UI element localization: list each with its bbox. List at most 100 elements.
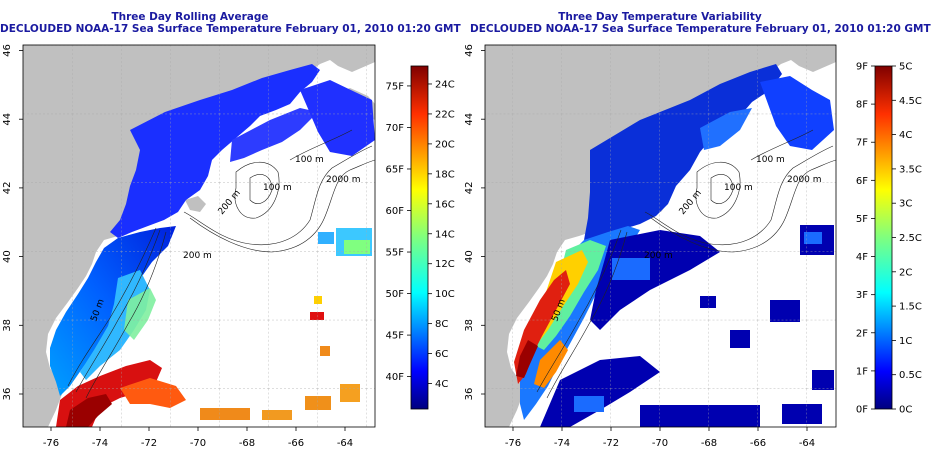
right-contour-label-200m-a: 200 m <box>644 251 673 261</box>
right_panel-cb-f-label: 2F <box>856 328 868 339</box>
right_panel-cb-f-label: 0F <box>856 405 868 416</box>
right-map-frame <box>484 44 837 428</box>
right_panel-lon-tick-label: -72 <box>603 438 619 449</box>
right_panel-lon-tick-label: -66 <box>750 438 766 449</box>
left-title-line1: Three Day Rolling Average <box>111 11 269 23</box>
right-colorbar-celsius-ticks: 0C 0.5C 1C 1.5C 2C 2.5C 3C 3.5C 4C 4.5C 5C <box>892 62 922 416</box>
right_panel-lon-tick-label: -76 <box>505 438 521 449</box>
left_panel-cb-c-label: 4C <box>435 379 448 390</box>
right_panel-cb-c-label: 2.5C <box>899 233 922 244</box>
left_panel-lon-tick-label: -64 <box>337 438 353 449</box>
right_panel-cb-c-label: 2C <box>899 267 912 278</box>
left-colorbar-gradient <box>410 65 429 410</box>
right_panel-cb-f-label: 3F <box>856 290 868 301</box>
right_panel-cb-c-label: 4.5C <box>899 96 922 107</box>
right-title-line1: Three Day Temperature Variability <box>558 11 762 23</box>
right-contour-label-100m-b: 100 m <box>724 183 753 193</box>
right_panel-cb-c-label: 1C <box>899 336 912 347</box>
left-contour-label-200m-a: 200 m <box>183 251 212 261</box>
left_panel-lat-tick-label: 40 <box>2 250 13 263</box>
left_panel-lat-tick-label: 44 <box>2 113 13 126</box>
right_panel-cb-c-label: 4C <box>899 130 912 141</box>
right-title-line2: DECLOUDED NOAA-17 Sea Surface Temperatur… <box>470 23 931 35</box>
right-map-title: Three Day Temperature Variability DECLOU… <box>470 11 931 35</box>
left_panel-lon-tick-label: -68 <box>239 438 255 449</box>
left_panel-lon-tick-label: -74 <box>92 438 108 449</box>
right_panel-lat-tick-label: 40 <box>464 250 475 263</box>
left_panel-cb-f-label: 45F <box>386 331 405 342</box>
left_panel-cb-f-label: 40F <box>386 372 405 383</box>
left-lon-axis: -76 -74 -72 -70 -68 -66 -64 <box>43 427 353 449</box>
left_panel-lon-tick-label: -76 <box>43 438 59 449</box>
left-contour-label-100m-a: 100 m <box>295 155 324 165</box>
right_panel-lat-tick-label: 44 <box>464 113 475 126</box>
right_panel-cb-f-label: 7F <box>856 138 868 149</box>
left_panel-cb-c-label: 22C <box>435 109 455 120</box>
left_panel-lat-tick-label: 42 <box>2 182 13 195</box>
right_panel-lat-tick-label: 36 <box>464 388 475 401</box>
right-colorbar-fahrenheit-ticks: 0F 1F 2F 3F 4F 5F 6F 7F 8F 9F <box>856 62 875 416</box>
left_panel-cb-f-label: 55F <box>386 248 405 259</box>
left_panel-cb-c-label: 18C <box>435 169 455 180</box>
right_panel-lon-tick-label: -64 <box>799 438 815 449</box>
right_panel-lat-tick-label: 46 <box>464 44 475 57</box>
left_panel-lat-tick-label: 38 <box>2 319 13 332</box>
right-colorbar: 0F 1F 2F 3F 4F 5F 6F 7F 8F 9F 0C 0.5C 1C 1.5C 2C 2.5C 3… <box>856 62 922 416</box>
left_panel-cb-f-label: 70F <box>386 123 405 134</box>
left-colorbar: 40F 45F 50F 55F 60F 65F 70F 75F 4C 6C 8C 10C 12C 14C… <box>386 65 455 410</box>
right_panel-lon-tick-label: -68 <box>701 438 717 449</box>
left-graticule <box>23 45 375 427</box>
right_panel-cb-c-label: 3.5C <box>899 164 922 175</box>
left_panel-cb-f-label: 50F <box>386 289 405 300</box>
right_panel-cb-c-label: 0.5C <box>899 370 922 381</box>
left-colorbar-fahrenheit-ticks: 40F 45F 50F 55F 60F 65F 70F 75F <box>386 81 411 383</box>
left-title-line2: DECLOUDED NOAA-17 Sea Surface Temperatur… <box>0 23 461 35</box>
right_panel-cb-c-label: 5C <box>899 62 912 73</box>
right_panel-lon-tick-label: -74 <box>554 438 570 449</box>
left_panel-cb-c-label: 12C <box>435 259 455 270</box>
left_panel-cb-f-label: 75F <box>386 81 405 92</box>
left_panel-lat-tick-label: 46 <box>2 44 13 57</box>
right_panel-cb-f-label: 6F <box>856 176 868 187</box>
left-colorbar-celsius-ticks: 4C 6C 8C 10C 12C 14C 16C 18C 20C 22C 24C <box>428 79 455 390</box>
left_panel-cb-c-label: 14C <box>435 229 455 240</box>
right-contour-label-100m-a: 100 m <box>756 155 785 165</box>
right_panel-cb-f-label: 4F <box>856 252 868 263</box>
left-map-title: Three Day Rolling Average DECLOUDED NOAA… <box>0 11 461 35</box>
left_panel-cb-c-label: 16C <box>435 199 455 210</box>
right-graticule <box>485 45 836 427</box>
left_panel-cb-c-label: 6C <box>435 349 448 360</box>
right-lon-axis: -76 -74 -72 -70 -68 -66 -64 <box>505 427 815 449</box>
right-contour-label-2000m: 2000 m <box>787 175 822 185</box>
left_panel-cb-c-label: 24C <box>435 79 455 90</box>
right_panel-lat-tick-label: 42 <box>464 182 475 195</box>
left-lat-axis: 36 38 40 42 44 46 <box>2 44 23 400</box>
left_panel-cb-c-label: 8C <box>435 319 448 330</box>
left-contour-label-2000m: 2000 m <box>326 175 361 185</box>
left-map-frame <box>22 44 376 428</box>
right_panel-cb-c-label: 3C <box>899 199 912 210</box>
right_panel-cb-f-label: 9F <box>856 62 868 73</box>
right_panel-cb-c-label: 0C <box>899 405 912 416</box>
left_panel-lon-tick-label: -72 <box>141 438 157 449</box>
right_panel-cb-f-label: 5F <box>856 214 868 225</box>
right-lat-axis: 36 38 40 42 44 46 <box>464 44 485 400</box>
left_panel-lon-tick-label: -66 <box>288 438 304 449</box>
right_panel-lat-tick-label: 38 <box>464 319 475 332</box>
right_panel-cb-f-label: 1F <box>856 366 868 377</box>
right-map: 100 m 100 m 2000 m 200 m 200 m 50 m <box>485 45 836 427</box>
left_panel-cb-c-label: 20C <box>435 139 455 150</box>
right_panel-cb-c-label: 1.5C <box>899 302 922 313</box>
left-contour-label-100m-b: 100 m <box>263 183 292 193</box>
left_panel-cb-c-label: 10C <box>435 289 455 300</box>
left_panel-cb-f-label: 65F <box>386 164 405 175</box>
right-colorbar-gradient <box>874 65 893 410</box>
left_panel-lon-tick-label: -70 <box>190 438 206 449</box>
right-bathymetry-contours <box>536 129 836 399</box>
right_panel-cb-f-label: 8F <box>856 100 868 111</box>
right_panel-lon-tick-label: -70 <box>652 438 668 449</box>
left-map: 100 m 100 m 2000 m 200 m 200 m 50 m <box>23 45 375 427</box>
left_panel-lat-tick-label: 36 <box>2 388 13 401</box>
left-bathymetry-contours <box>67 129 375 399</box>
